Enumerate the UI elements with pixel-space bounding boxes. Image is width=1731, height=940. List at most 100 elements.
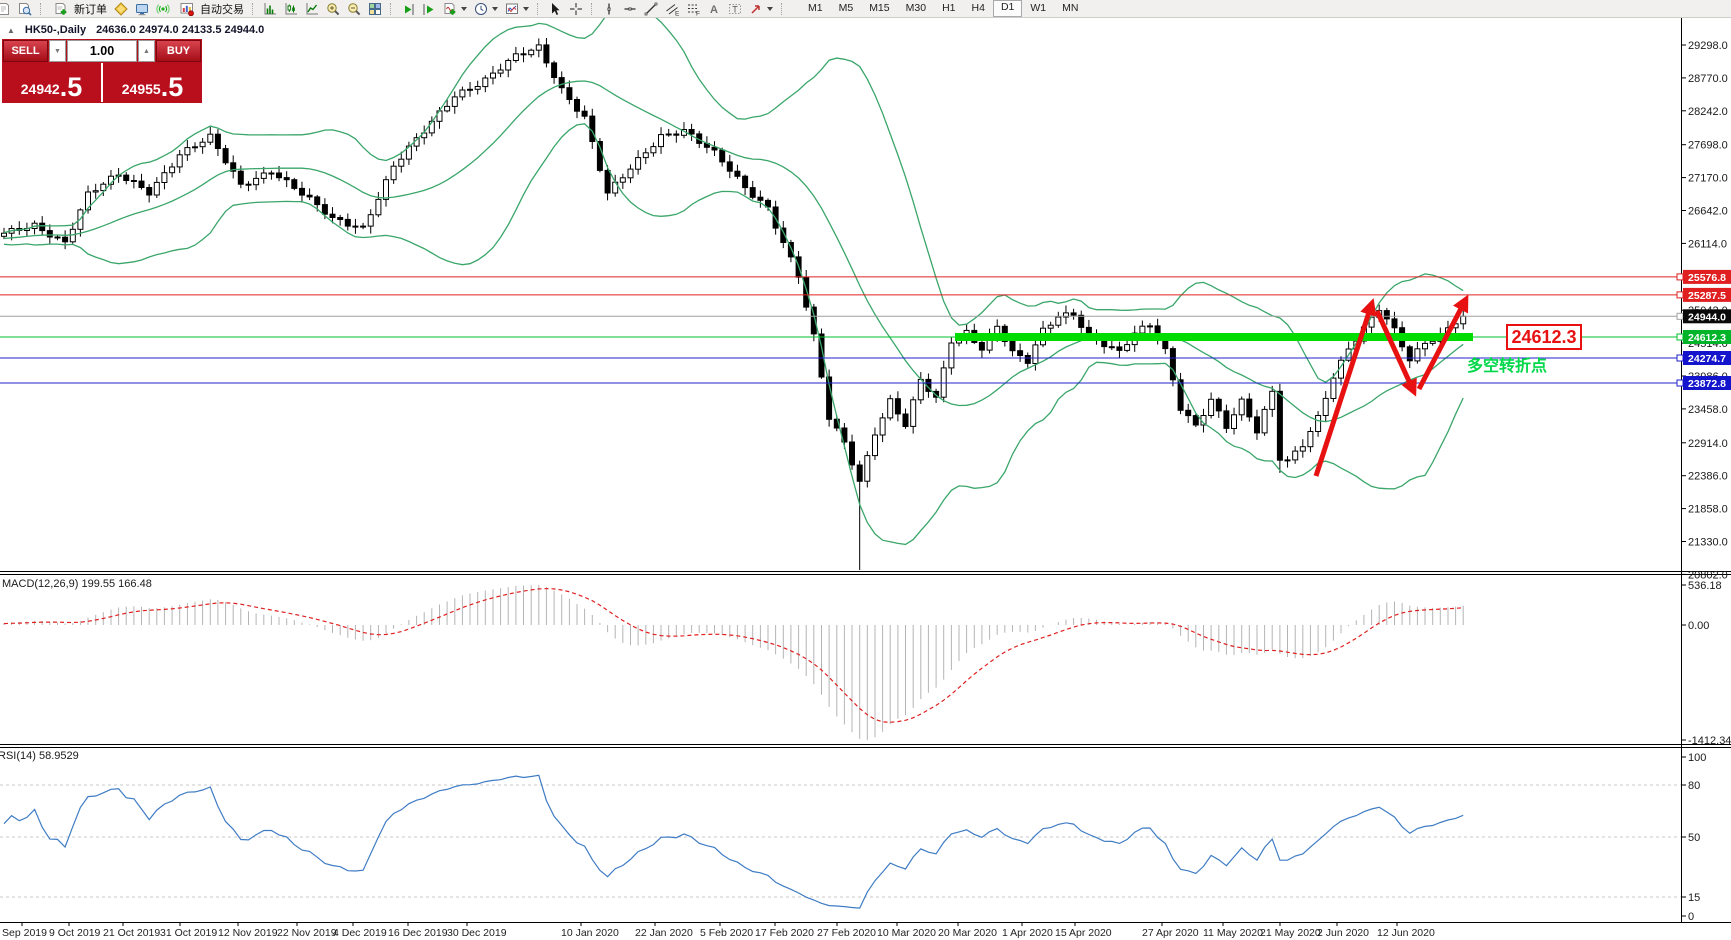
sell-button[interactable]: SELL	[3, 40, 48, 62]
buy-price-frac: .5	[160, 72, 184, 103]
volume-decrease-button[interactable]: ▼	[49, 40, 66, 62]
svg-text:11 May 2020: 11 May 2020	[1203, 927, 1263, 939]
signals-icon[interactable]	[154, 1, 171, 16]
channel-tool-icon[interactable]: E	[663, 1, 680, 16]
svg-text:50: 50	[1688, 832, 1700, 844]
toolbar-separator	[390, 2, 392, 15]
crosshair-icon[interactable]	[567, 1, 584, 16]
svg-text:22914.0: 22914.0	[1688, 438, 1728, 450]
auto-scroll-icon[interactable]	[399, 1, 416, 16]
timeframe-buttons: M1 M5 M15 M30 H1 H4 D1 W1 MN	[800, 0, 1086, 17]
level-price-callout[interactable]: 24612.3	[1506, 324, 1582, 350]
timeframe-M1[interactable]: M1	[808, 2, 823, 14]
one-click-order-row: SELL ▼ ▲ BUY	[2, 39, 202, 62]
new-order-label: 新订单	[74, 3, 107, 16]
indicators-icon[interactable]	[441, 1, 458, 16]
volume-increase-button[interactable]: ▲	[138, 40, 155, 62]
text-label-tool-icon[interactable]: T	[726, 1, 743, 16]
volume-input[interactable]	[67, 40, 137, 62]
svg-text:10 Mar 2020: 10 Mar 2020	[877, 927, 936, 939]
chart-shift-icon[interactable]	[420, 1, 437, 16]
arrows-dropdown[interactable]	[767, 6, 773, 11]
toolbar-separator	[40, 2, 42, 15]
svg-text:4 Dec 2019: 4 Dec 2019	[333, 927, 387, 939]
templates-icon[interactable]	[503, 1, 520, 16]
arrows-tool-icon[interactable]	[747, 1, 764, 16]
timeframe-H1[interactable]: H1	[942, 2, 956, 14]
new-order-icon	[52, 1, 69, 16]
cursor-icon[interactable]	[546, 1, 563, 16]
svg-text:27 Feb 2020: 27 Feb 2020	[817, 927, 876, 939]
new-chart-icon[interactable]	[0, 1, 12, 16]
svg-text:15 Apr 2020: 15 Apr 2020	[1055, 927, 1112, 939]
autotrading-button[interactable]: 自动交易	[176, 1, 244, 17]
text-tool-icon[interactable]: A	[705, 1, 722, 16]
timeframe-M15[interactable]: M15	[869, 2, 890, 14]
svg-text:21330.0: 21330.0	[1688, 537, 1728, 549]
timeframe-M5[interactable]: M5	[838, 2, 854, 14]
fibonacci-tool-icon[interactable]: F	[684, 1, 701, 16]
buy-button[interactable]: BUY	[156, 40, 201, 62]
svg-text:20802.0: 20802.0	[1688, 569, 1728, 581]
svg-text:12 Jun 2020: 12 Jun 2020	[1377, 927, 1435, 939]
line-chart-mode-icon[interactable]	[303, 1, 320, 16]
svg-text:31 Oct 2019: 31 Oct 2019	[160, 927, 217, 939]
symbol-marker-icon: ▲	[7, 25, 15, 35]
svg-text:25287.5: 25287.5	[1688, 290, 1726, 302]
zoom-out-icon[interactable]	[345, 1, 362, 16]
svg-text:22 Jan 2020: 22 Jan 2020	[635, 927, 693, 939]
chart-symbol-label: ▲ HK50-,Daily 24636.0 24974.0 24133.5 24…	[7, 24, 264, 36]
timeframe-H4[interactable]: H4	[971, 2, 985, 14]
zoom-in-icon[interactable]	[324, 1, 341, 16]
bar-chart-mode-icon[interactable]	[261, 1, 278, 16]
svg-text:24274.7: 24274.7	[1688, 353, 1726, 365]
svg-text:23458.0: 23458.0	[1688, 404, 1728, 416]
horizontal-line-tool-icon[interactable]	[621, 1, 638, 16]
svg-text:536.18: 536.18	[1688, 580, 1722, 592]
svg-text:22 Nov 2019: 22 Nov 2019	[277, 927, 337, 939]
turning-point-annotation: 多空转折点	[1467, 358, 1548, 375]
timeframe-M30[interactable]: M30	[905, 2, 927, 14]
new-order-button[interactable]: 新订单	[50, 1, 107, 17]
terminal-icon[interactable]	[133, 1, 150, 16]
trendline-tool-icon[interactable]	[642, 1, 659, 16]
sell-price-frac: .5	[59, 72, 83, 103]
tile-windows-icon[interactable]	[366, 1, 383, 16]
vertical-line-tool-icon[interactable]	[600, 1, 617, 16]
autotrading-icon	[178, 1, 195, 16]
timeframe-D1[interactable]: D1	[992, 0, 1023, 17]
indicators-dropdown[interactable]	[461, 6, 467, 11]
svg-text:9 Oct 2019: 9 Oct 2019	[49, 927, 101, 939]
svg-text:-1412.34: -1412.34	[1688, 735, 1731, 747]
svg-text:27 Apr 2020: 27 Apr 2020	[1142, 927, 1199, 939]
svg-text:Sep 2019: Sep 2019	[2, 927, 47, 939]
svg-text:0: 0	[1688, 911, 1694, 923]
candlestick-mode-icon[interactable]	[282, 1, 299, 16]
periods-dropdown[interactable]	[492, 6, 498, 11]
metaeditor-icon[interactable]	[112, 1, 129, 16]
svg-text:27698.0: 27698.0	[1688, 140, 1728, 152]
timeframe-MN[interactable]: MN	[1062, 2, 1079, 14]
symbol-ohlc: 24636.0 24974.0 24133.5 24944.0	[96, 24, 265, 36]
print-preview-icon[interactable]	[16, 1, 33, 16]
svg-text:23872.8: 23872.8	[1688, 378, 1726, 390]
symbol-name: HK50-,Daily	[24, 24, 87, 36]
svg-text:16 Dec 2019: 16 Dec 2019	[388, 927, 448, 939]
buy-price[interactable]: 24955 .5	[103, 62, 202, 103]
templates-dropdown[interactable]	[523, 6, 529, 11]
svg-text:26642.0: 26642.0	[1688, 206, 1728, 218]
toolbar-separator	[252, 2, 254, 15]
toolbar-separator	[781, 2, 783, 15]
svg-text:29298.0: 29298.0	[1688, 40, 1728, 52]
svg-text:100: 100	[1688, 752, 1706, 764]
svg-text:0.00: 0.00	[1688, 620, 1709, 632]
svg-text:5 Feb 2020: 5 Feb 2020	[700, 927, 753, 939]
periods-icon[interactable]	[472, 1, 489, 16]
toolbar-separator	[537, 2, 539, 15]
timeframe-W1[interactable]: W1	[1030, 2, 1047, 14]
svg-text:10 Jan 2020: 10 Jan 2020	[561, 927, 619, 939]
sell-price[interactable]: 24942 .5	[2, 62, 101, 103]
svg-text:1 Apr 2020: 1 Apr 2020	[1002, 927, 1053, 939]
svg-text:24612.3: 24612.3	[1688, 332, 1726, 344]
